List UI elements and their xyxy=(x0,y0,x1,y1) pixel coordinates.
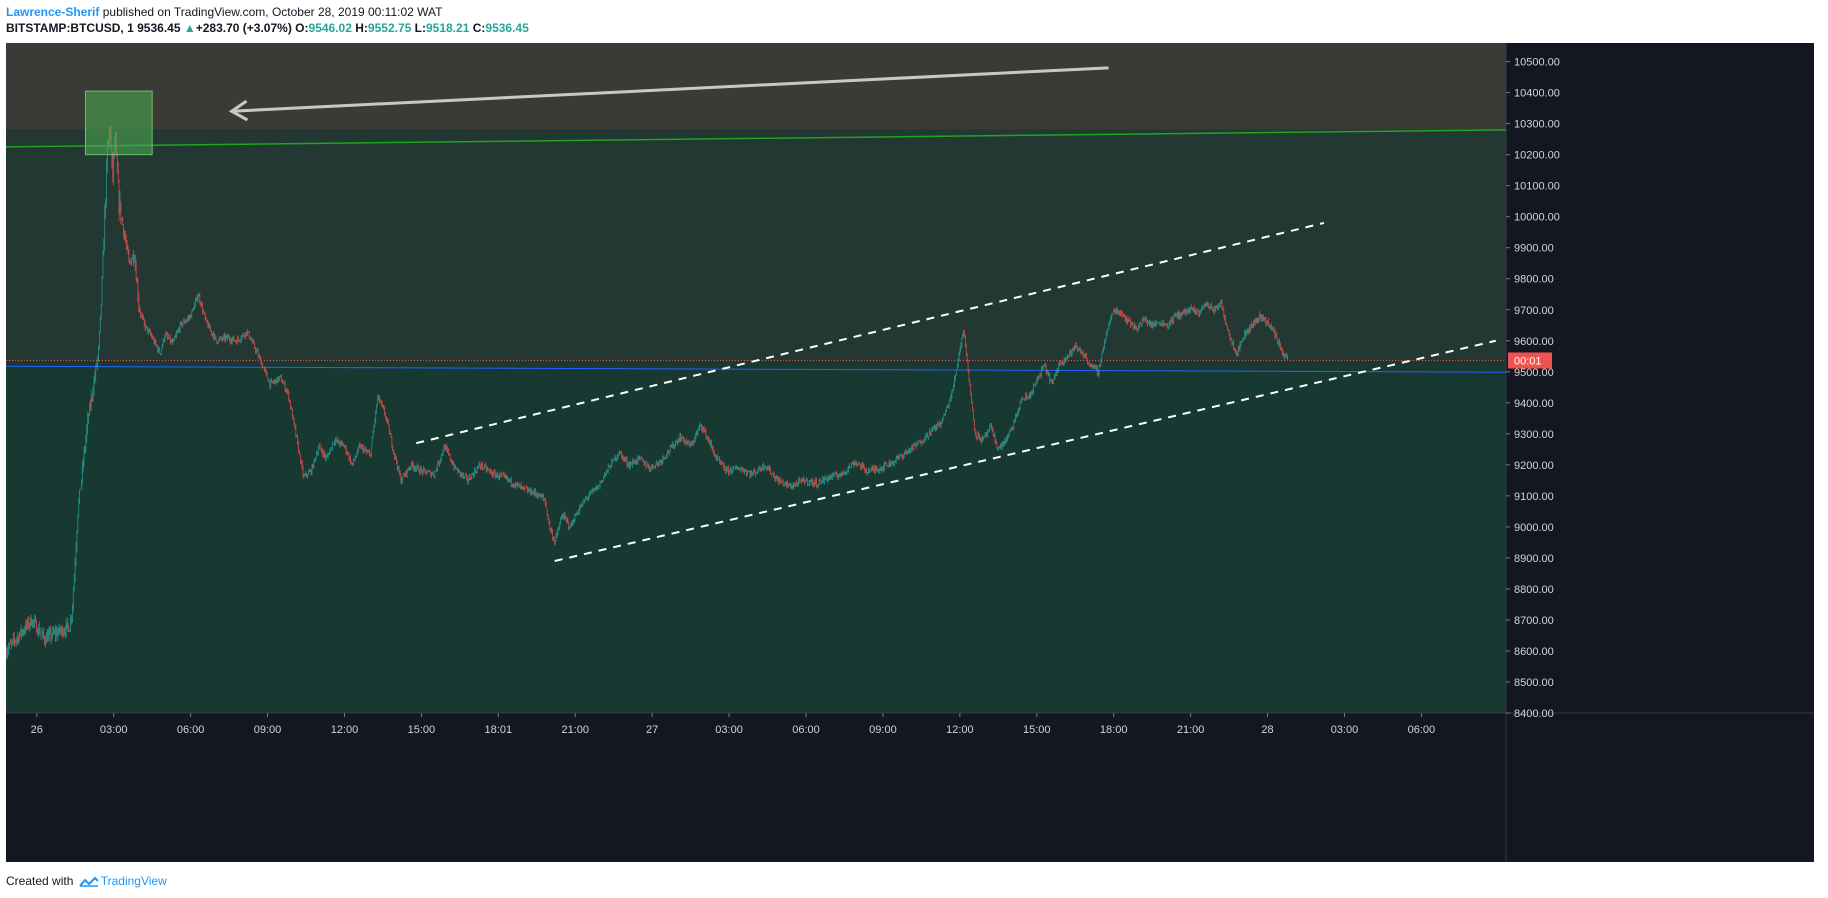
price-zone xyxy=(6,129,1506,363)
last-price-badge-label: 00:01 xyxy=(1514,355,1542,367)
time-tick-label: 21:00 xyxy=(1177,724,1205,736)
close-value: 9536.45 xyxy=(485,21,529,35)
time-tick-label: 28 xyxy=(1261,724,1273,736)
price-change: +283.70 (+3.07%) xyxy=(195,21,292,35)
price-tick-label: 9400.00 xyxy=(1514,398,1554,410)
arrow-head xyxy=(228,99,249,122)
time-tick-label: 06:00 xyxy=(792,724,820,736)
time-tick-label: 15:00 xyxy=(1023,724,1051,736)
time-tick-label: 03:00 xyxy=(100,724,128,736)
symbol-line: BITSTAMP:BTCUSD, 1 9536.45 ▲+283.70 (+3.… xyxy=(6,20,1806,36)
open-label: O: xyxy=(295,21,309,35)
support-line xyxy=(6,365,1507,373)
price-tick-label: 8800.00 xyxy=(1514,584,1554,596)
price-tick-label: 9700.00 xyxy=(1514,305,1554,317)
time-tick-label: 03:00 xyxy=(1331,724,1359,736)
created-with-text: Created with xyxy=(6,874,74,888)
tradingview-link[interactable]: TradingView xyxy=(100,874,167,888)
time-tick-label: 15:00 xyxy=(408,724,436,736)
time-tick-label: 06:00 xyxy=(1408,724,1436,736)
time-tick-label: 26 xyxy=(31,724,43,736)
price-tick-label: 9200.00 xyxy=(1514,460,1554,472)
time-tick-label: 12:00 xyxy=(331,724,359,736)
price-tick-label: 10500.00 xyxy=(1514,57,1560,69)
highlight-box xyxy=(84,90,153,156)
symbol-label: BITSTAMP:BTCUSD, 1 xyxy=(6,21,134,35)
price-tick-label: 10000.00 xyxy=(1514,212,1560,224)
high-value: 9552.75 xyxy=(367,21,412,35)
price-tick-label: 9300.00 xyxy=(1514,429,1554,441)
time-tick-label: 18:00 xyxy=(1100,724,1128,736)
candles xyxy=(6,124,1288,660)
price-chart[interactable]: 8400.00 8500.00 8600.00 8700.00 8800.00 8900.… xyxy=(6,43,1814,862)
up-arrow-icon: ▲ xyxy=(183,21,196,35)
channel-upper-line xyxy=(416,221,1325,445)
arrow-shaft xyxy=(231,66,1109,113)
tradingview-logo-icon xyxy=(78,876,99,887)
price-tick-label: 10100.00 xyxy=(1514,181,1560,193)
time-tick-label: 09:00 xyxy=(869,724,897,736)
channel-lower-line xyxy=(554,339,1496,562)
price-zone xyxy=(6,362,1506,713)
time-tick-label: 27 xyxy=(646,724,658,736)
high-label: H: xyxy=(355,21,368,35)
time-tick-label: 06:00 xyxy=(177,724,205,736)
price-tick-label: 9800.00 xyxy=(1514,274,1554,286)
footer: Created with TradingView xyxy=(6,873,167,889)
last-price-badge xyxy=(1508,352,1552,369)
price-tick-label: 9900.00 xyxy=(1514,243,1554,255)
published-text: published on TradingView.com, October 28… xyxy=(102,5,443,19)
price-tick-label: 10200.00 xyxy=(1514,150,1560,162)
price-tick-label: 9000.00 xyxy=(1514,522,1554,534)
time-tick-label: 18:01 xyxy=(485,724,513,736)
last-price: 9536.45 xyxy=(137,21,181,35)
price-tick-label: 10400.00 xyxy=(1514,88,1560,100)
price-tick-label: 9100.00 xyxy=(1514,491,1554,503)
time-tick-label: 21:00 xyxy=(561,724,589,736)
price-tick-label: 8700.00 xyxy=(1514,615,1554,627)
price-tick-label: 8400.00 xyxy=(1514,708,1554,720)
close-label: C: xyxy=(472,21,486,35)
low-label: L: xyxy=(414,21,426,35)
price-axis: 8400.00 8500.00 8600.00 8700.00 8800.00 8900.… xyxy=(1506,57,1560,720)
author-link[interactable]: Lawrence-Sherif xyxy=(6,5,100,19)
price-tick-label: 8900.00 xyxy=(1514,553,1554,565)
time-tick-label: 12:00 xyxy=(946,724,974,736)
publish-line: Lawrence-Sherif published on TradingView… xyxy=(6,4,1806,20)
price-tick-label: 10300.00 xyxy=(1514,119,1560,131)
time-axis: 26 03:00 06:00 09:00 12:00 15:00 18:01 21:00 27 0… xyxy=(31,713,1436,736)
time-tick-label: 03:00 xyxy=(715,724,743,736)
open-value: 9546.02 xyxy=(308,21,352,35)
low-value: 9518.21 xyxy=(425,21,470,35)
chart-area[interactable]: 8400.00 8500.00 8600.00 8700.00 8800.00 8900.… xyxy=(6,43,1814,862)
price-tick-label: 9500.00 xyxy=(1514,367,1554,379)
price-tick-label: 9600.00 xyxy=(1514,336,1554,348)
price-tick-label: 8600.00 xyxy=(1514,646,1554,658)
time-tick-label: 09:00 xyxy=(254,724,282,736)
resistance-line xyxy=(6,129,1507,148)
price-tick-label: 8500.00 xyxy=(1514,677,1554,689)
chart-header: Lawrence-Sherif published on TradingView… xyxy=(6,4,1806,36)
